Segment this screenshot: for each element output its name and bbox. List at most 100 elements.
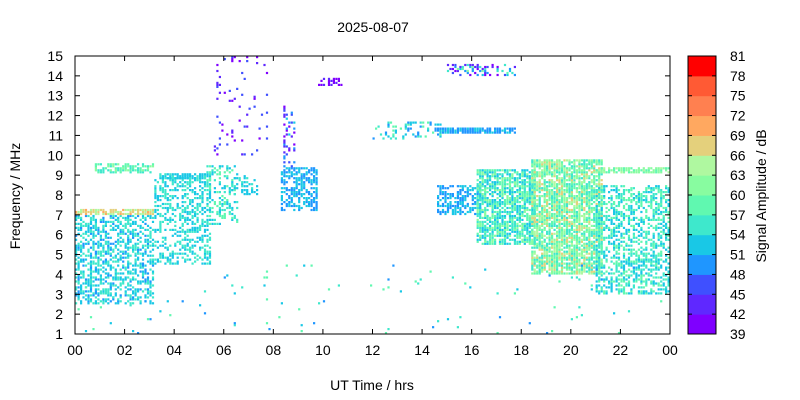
echo-point bbox=[189, 228, 192, 231]
echo-point bbox=[466, 193, 469, 196]
echo-point bbox=[134, 272, 137, 275]
echo-point bbox=[394, 129, 397, 132]
echo-point bbox=[290, 187, 293, 190]
echo-point bbox=[469, 73, 472, 77]
echo-point bbox=[622, 292, 626, 295]
echo-point bbox=[159, 244, 162, 247]
echo-point bbox=[82, 252, 85, 255]
echo-point bbox=[315, 206, 318, 210]
echo-point bbox=[568, 268, 571, 271]
echo-point bbox=[543, 222, 546, 225]
echo-point bbox=[610, 197, 613, 200]
echo-point bbox=[506, 210, 509, 214]
echo-point bbox=[660, 234, 663, 237]
echo-point bbox=[89, 226, 93, 229]
echo-point bbox=[80, 246, 83, 249]
echo-point bbox=[578, 204, 581, 208]
echo-point bbox=[191, 208, 194, 212]
echo-point bbox=[164, 218, 167, 221]
echo-point bbox=[439, 133, 442, 136]
echo-point bbox=[558, 189, 561, 192]
echo-point bbox=[660, 218, 663, 221]
echo-point bbox=[87, 302, 90, 305]
echo-point bbox=[203, 248, 207, 251]
echo-point bbox=[476, 226, 479, 229]
echo-point bbox=[280, 173, 283, 176]
echo-point bbox=[625, 262, 628, 265]
echo-point bbox=[196, 204, 199, 208]
echo-point bbox=[585, 183, 588, 186]
echo-point bbox=[161, 214, 164, 218]
echo-point bbox=[484, 187, 487, 190]
echo-point bbox=[164, 262, 167, 265]
echo-point bbox=[203, 210, 207, 214]
echo-point bbox=[503, 236, 507, 239]
echo-point bbox=[94, 284, 97, 287]
echo-point bbox=[565, 183, 569, 186]
echo-point bbox=[99, 264, 102, 267]
echo-point bbox=[536, 218, 539, 221]
echo-point bbox=[632, 252, 635, 255]
echo-point bbox=[263, 63, 266, 67]
echo-point bbox=[216, 83, 219, 86]
echo-point bbox=[650, 244, 653, 247]
echo-point bbox=[501, 224, 504, 227]
echo-point bbox=[146, 228, 150, 231]
echo-point bbox=[647, 278, 650, 281]
echo-point bbox=[154, 191, 157, 194]
echo-point bbox=[556, 208, 559, 212]
echo-point bbox=[189, 250, 192, 253]
echo-point bbox=[479, 216, 482, 219]
echo-point bbox=[546, 163, 549, 166]
echo-point bbox=[595, 240, 598, 243]
echo-point bbox=[464, 206, 467, 210]
echo-point bbox=[89, 222, 93, 225]
echo-point bbox=[627, 238, 631, 241]
echo-point bbox=[496, 212, 499, 216]
echo-point bbox=[466, 69, 469, 73]
echo-point bbox=[127, 230, 130, 233]
echo-point bbox=[615, 256, 618, 259]
echo-point bbox=[156, 212, 159, 216]
echo-point bbox=[570, 242, 573, 245]
echo-point bbox=[598, 193, 601, 196]
echo-point bbox=[637, 292, 640, 295]
echo-point bbox=[132, 278, 135, 281]
echo-point bbox=[657, 260, 660, 263]
echo-point bbox=[563, 206, 566, 210]
echo-point bbox=[119, 258, 122, 261]
echo-point bbox=[521, 228, 524, 231]
echo-point bbox=[563, 210, 566, 214]
echo-point bbox=[129, 238, 132, 241]
echo-point bbox=[298, 197, 301, 200]
echo-point bbox=[114, 278, 117, 281]
echo-point bbox=[330, 83, 333, 86]
echo-point bbox=[645, 246, 648, 249]
echo-point bbox=[290, 165, 293, 168]
echo-point bbox=[585, 175, 588, 178]
echo-point bbox=[622, 191, 626, 194]
echo-point bbox=[608, 201, 611, 204]
echo-point bbox=[560, 268, 564, 271]
echo-point bbox=[382, 137, 385, 140]
echo-point bbox=[531, 208, 534, 212]
echo-point bbox=[533, 252, 536, 255]
echo-point bbox=[313, 175, 316, 178]
echo-point bbox=[531, 210, 534, 214]
echo-point bbox=[603, 290, 606, 293]
echo-point bbox=[494, 216, 497, 219]
echo-point bbox=[196, 254, 199, 257]
echo-point bbox=[176, 230, 179, 233]
echo-point bbox=[181, 201, 184, 204]
echo-point bbox=[583, 193, 586, 196]
echo-point bbox=[181, 175, 184, 178]
echo-point bbox=[109, 165, 112, 168]
echo-point bbox=[156, 195, 159, 198]
echo-point bbox=[137, 171, 140, 174]
echo-point bbox=[498, 204, 502, 208]
echo-point bbox=[563, 224, 566, 227]
echo-point bbox=[610, 278, 613, 281]
echo-point bbox=[538, 167, 541, 170]
echo-point bbox=[605, 276, 608, 279]
